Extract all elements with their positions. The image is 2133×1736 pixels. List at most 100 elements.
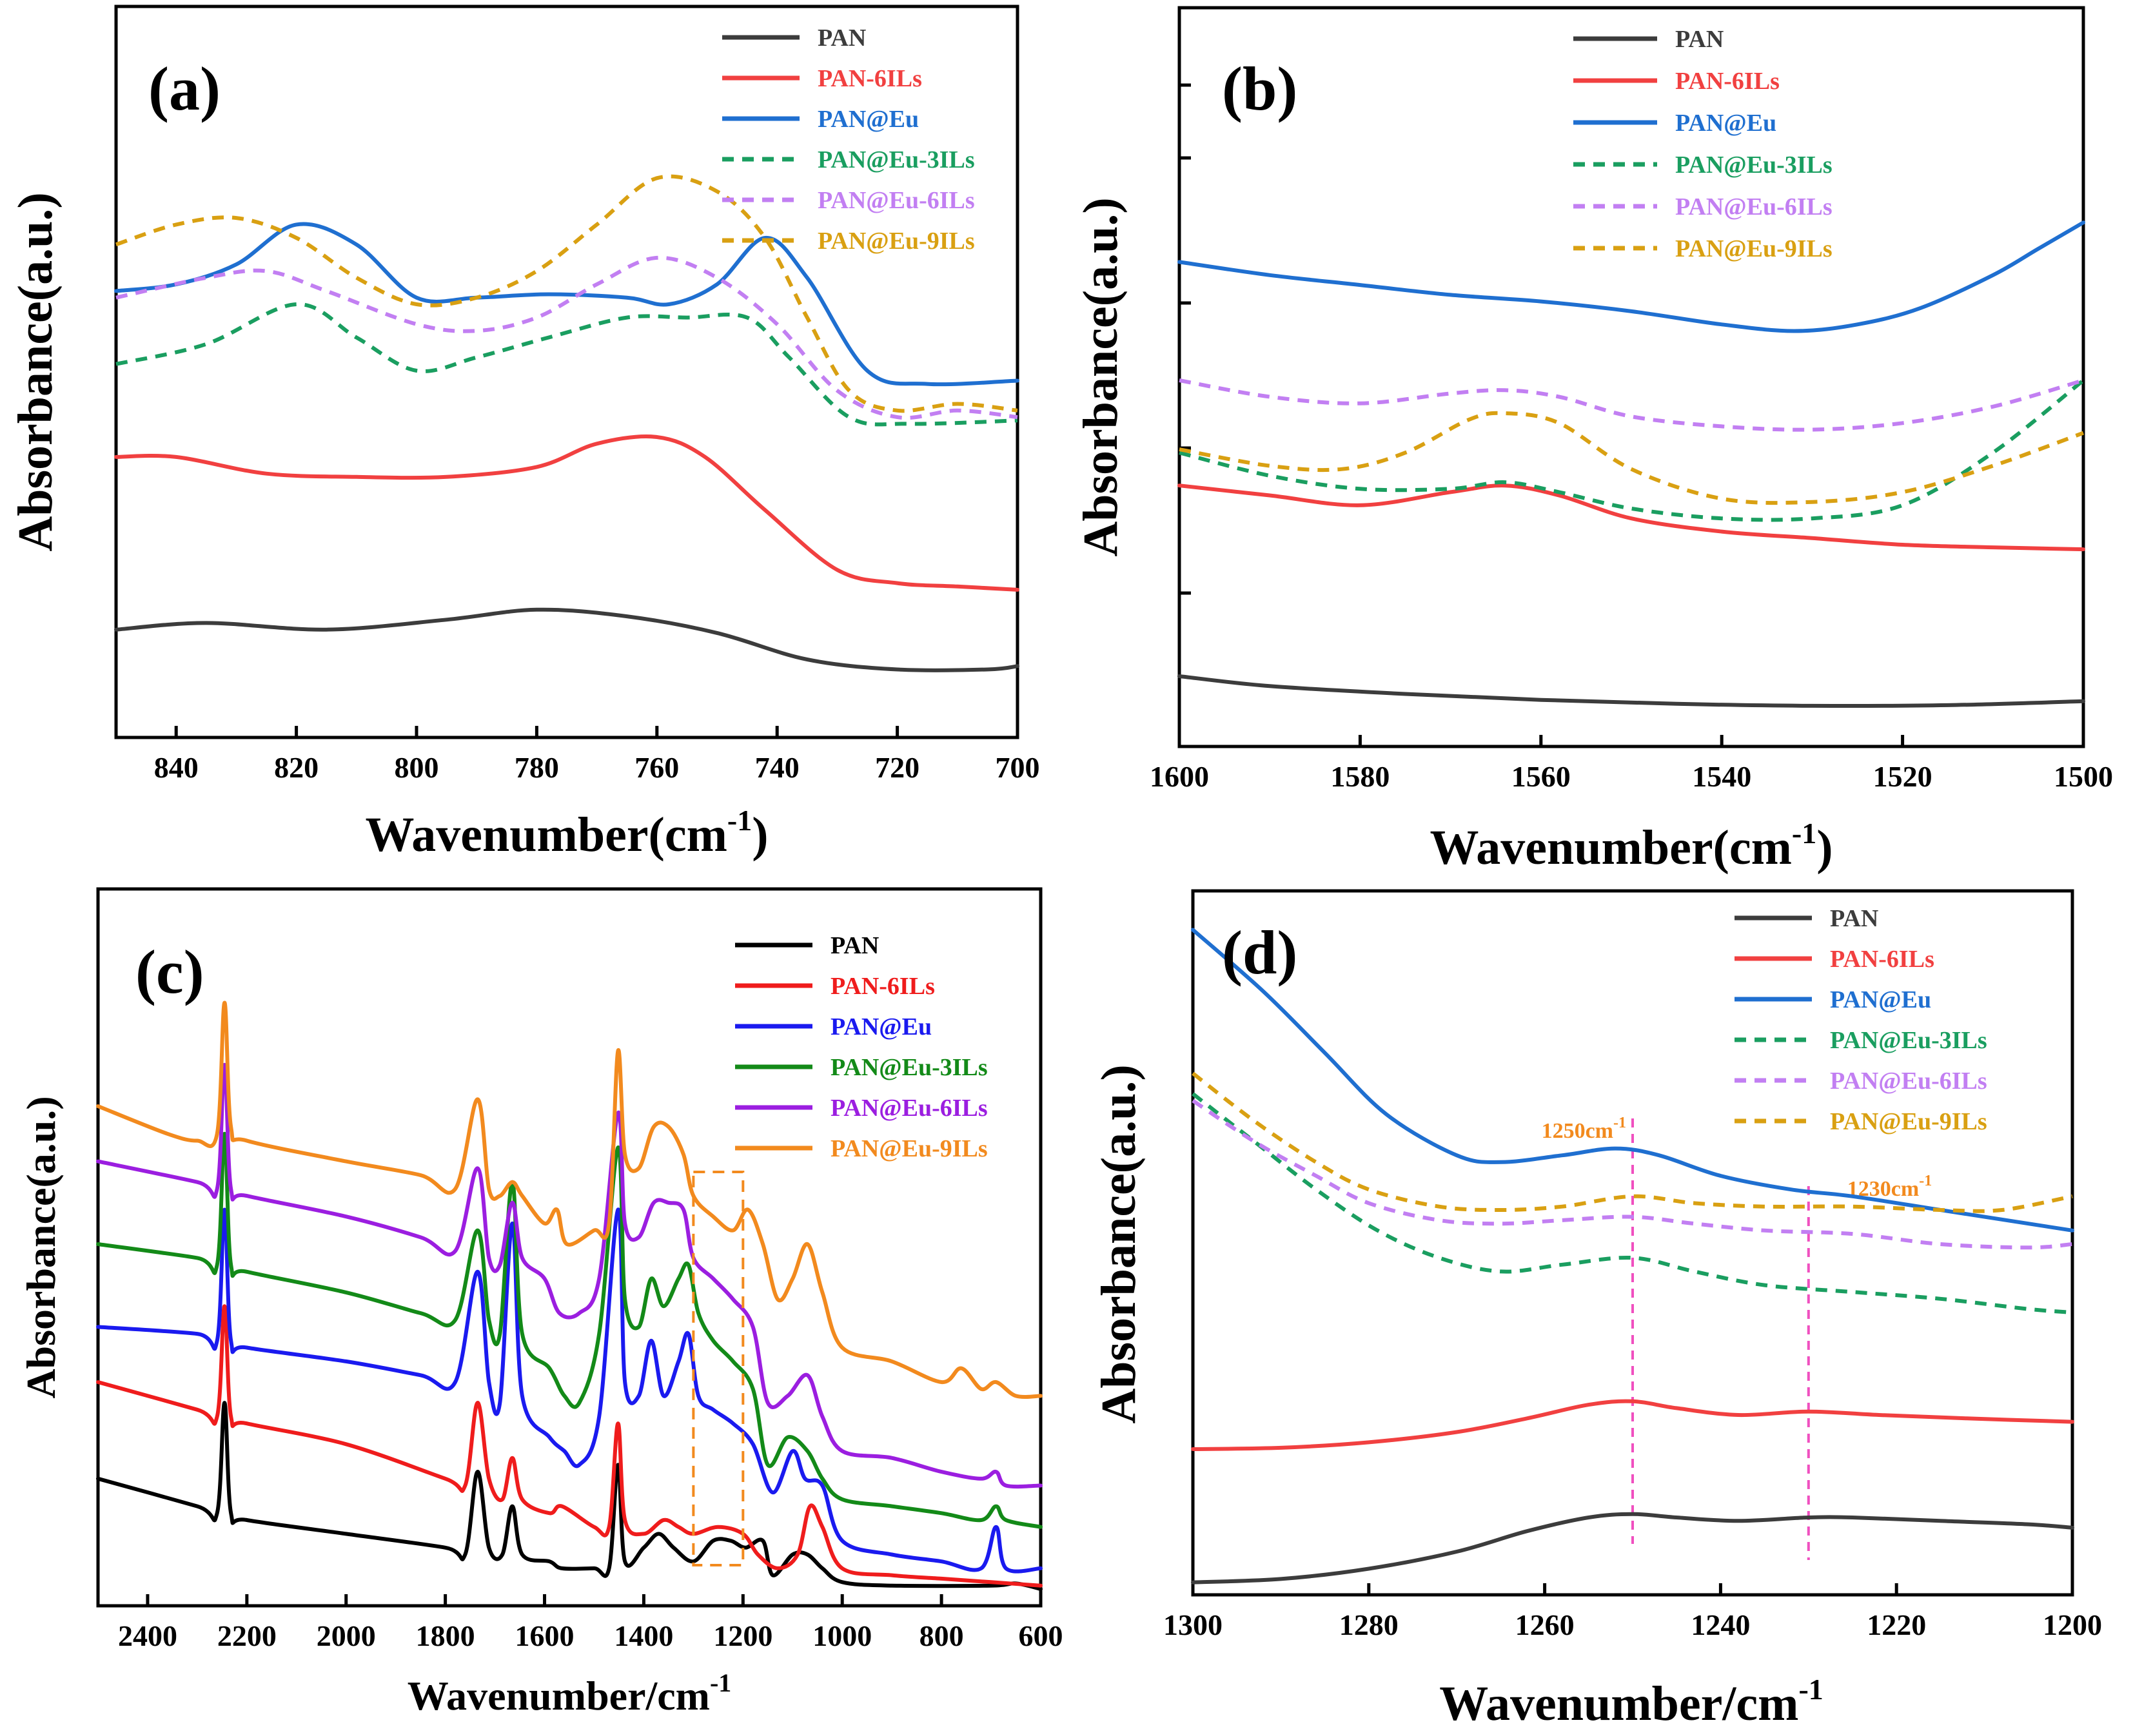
legend-label-d-pan: PAN [1830, 905, 1878, 932]
legend-label-c-pan-at-eu-9ils: PAN@Eu-9ILs [831, 1135, 988, 1162]
x-tick-label-c-2200: 2200 [217, 1619, 277, 1652]
panel-label-d: (d) [1222, 918, 1297, 987]
marker-label-1250: 1250cm-1 [1542, 1115, 1626, 1143]
x-axis-title-c: Wavenumber/cm-1 [408, 1668, 732, 1719]
y-axis-title-c: Absorbance(a.u.) [18, 1096, 64, 1398]
lines-b [1177, 220, 2085, 708]
x-tick-label-d-1280: 1280 [1339, 1608, 1399, 1641]
series-line-d-pan-6ils [1191, 1399, 2074, 1451]
series-line-b-pan-6ils [1177, 483, 2085, 552]
y-axis-title-a: Absorbance(a.u.) [8, 192, 63, 551]
x-tick-label-d-1260: 1260 [1515, 1608, 1575, 1641]
series-line-d-pan-at-eu-3ils [1192, 1092, 2073, 1314]
x-tick-label-a-700: 700 [996, 751, 1040, 784]
x-tick-label-a-720: 720 [875, 751, 919, 784]
x-tick-label-a-820: 820 [274, 751, 319, 784]
x-tick-label-b-1540: 1540 [1692, 760, 1751, 793]
legend-label-a-pan-6ils: PAN-6ILs [818, 65, 922, 92]
series-line-c-pan-at-eu-6ils [96, 1062, 1043, 1489]
legend-label-a-pan-at-eu-9ils: PAN@Eu-9ILs [818, 228, 975, 255]
legend-label-c-pan-at-eu-6ils: PAN@Eu-6ILs [831, 1095, 988, 1122]
legend-label-d-pan-at-eu: PAN@Eu [1830, 986, 1931, 1013]
series-line-d-pan-at-eu [1191, 928, 2074, 1233]
legend-label-a-pan-at-eu-6ils: PAN@Eu-6ILs [818, 187, 975, 214]
lines-c [96, 1000, 1043, 1591]
legend-d: PAN PAN-6ILs PAN@Eu PAN@Eu-3ILs PAN@Eu-6ILs P… [1735, 905, 1987, 1135]
x-axis-title-d: Wavenumber/cm-1 [1439, 1673, 1823, 1731]
x-tick-label-b-1520: 1520 [1873, 760, 1932, 793]
x-tick-label-a-780: 780 [515, 751, 559, 784]
series-line-d-pan-at-eu-6ils [1192, 1098, 2073, 1250]
x-tick-label-a-760: 760 [634, 751, 679, 784]
x-tick-label-b-1580: 1580 [1330, 760, 1390, 793]
legend-c: PAN PAN-6ILs PAN@Eu PAN@Eu-3ILs PAN@Eu-6ILs P… [735, 932, 988, 1162]
series-line-b-pan-at-eu-3ils [1179, 378, 2085, 522]
legend-label-c-pan: PAN [831, 932, 879, 959]
panel-b: 1600 1580 1560 1540 1520 1500 PAN PAN-6ILs PAN@… [1074, 6, 2113, 875]
x-tick-label-c-1400: 1400 [614, 1619, 673, 1652]
x-tick-label-d-1300: 1300 [1163, 1608, 1223, 1641]
x-tick-label-c-1800: 1800 [416, 1619, 475, 1652]
x-tick-label-c-1600: 1600 [515, 1619, 575, 1652]
y-ticks-b [1179, 83, 1191, 595]
legend-label-c-pan-6ils: PAN-6ILs [831, 973, 935, 1000]
series-line-b-pan-at-eu [1177, 220, 2085, 333]
series-line-a-pan [114, 607, 1019, 672]
series-line-b-pan-at-eu-9ils [1179, 411, 2085, 505]
x-ticks-b: 1600 1580 1560 1540 1520 1500 [1150, 735, 2113, 793]
x-tick-label-d-1220: 1220 [1867, 1608, 1926, 1641]
x-tick-label-a-740: 740 [755, 751, 800, 784]
x-tick-label-b-1600: 1600 [1150, 760, 1209, 793]
panel-label-b: (b) [1222, 54, 1297, 123]
x-tick-label-c-2000: 2000 [317, 1619, 376, 1652]
x-tick-label-c-2400: 2400 [118, 1619, 177, 1652]
series-line-a-pan-at-eu-3ils [115, 302, 1018, 427]
panel-label-a: (a) [148, 54, 221, 123]
legend-label-d-pan-at-eu-9ils: PAN@Eu-9ILs [1830, 1108, 1987, 1135]
legend-label-d-pan-at-eu-3ils: PAN@Eu-3ILs [1830, 1027, 1987, 1054]
legend-label-d-pan-at-eu-6ils: PAN@Eu-6ILs [1830, 1068, 1987, 1095]
legend-label-b-pan-at-eu-6ils: PAN@Eu-6ILs [1675, 193, 1833, 220]
x-tick-label-c-600: 600 [1019, 1619, 1063, 1652]
x-ticks-d: 1300 1280 1260 1240 1220 1200 [1163, 1583, 2102, 1641]
legend-label-a-pan-at-eu-3ils: PAN@Eu-3ILs [818, 146, 975, 173]
legend-label-b-pan-6ils: PAN-6ILs [1675, 68, 1780, 95]
x-tick-label-d-1200: 1200 [2043, 1608, 2102, 1641]
plot-frame-d [1191, 889, 2074, 1597]
plot-frame-b [1177, 6, 2085, 748]
series-line-b-pan-at-eu-6ils [1179, 378, 2084, 432]
legend-label-b-pan-at-eu-3ils: PAN@Eu-3ILs [1675, 151, 1833, 179]
x-ticks-c: 2400 2200 2000 1800 1600 1400 1200 1000 800 600 [118, 1594, 1063, 1652]
series-line-a-pan-6ils [114, 434, 1019, 592]
series-line-d-pan [1191, 1512, 2074, 1585]
x-tick-label-c-1000: 1000 [812, 1619, 872, 1652]
panel-label-c: (c) [135, 937, 204, 1006]
x-tick-label-b-1500: 1500 [2054, 760, 2113, 793]
series-line-a-pan-at-eu [114, 222, 1019, 387]
lines-d [1191, 928, 2074, 1585]
lines-a [114, 174, 1019, 672]
y-axis-title-b: Absorbance(a.u.) [1074, 197, 1128, 556]
x-tick-label-d-1240: 1240 [1691, 1608, 1750, 1641]
legend-label-c-pan-at-eu-3ils: PAN@Eu-3ILs [831, 1054, 988, 1081]
panel-c: 2400 2200 2000 1800 1600 1400 1200 1000 800 600 P… [18, 887, 1063, 1719]
series-line-a-pan-at-eu-9ils [115, 174, 1018, 413]
legend-label-b-pan-at-eu-9ils: PAN@Eu-9ILs [1675, 235, 1833, 262]
legend-label-a-pan: PAN [818, 24, 866, 52]
x-tick-label-c-1200: 1200 [713, 1619, 772, 1652]
x-tick-label-c-800: 800 [919, 1619, 964, 1652]
legend-label-c-pan-at-eu: PAN@Eu [831, 1013, 932, 1040]
series-line-c-pan-at-eu-9ils [96, 1000, 1043, 1399]
series-line-b-pan [1177, 674, 2085, 708]
series-line-a-pan-at-eu-6ils [115, 255, 1018, 420]
x-tick-label-a-840: 840 [154, 751, 199, 784]
x-tick-label-b-1560: 1560 [1511, 760, 1571, 793]
annotation-box-1250-region [692, 1171, 745, 1566]
legend-label-d-pan-6ils: PAN-6ILs [1830, 946, 1934, 973]
legend-label-b-pan-at-eu: PAN@Eu [1675, 110, 1776, 137]
legend-label-a-pan-at-eu: PAN@Eu [818, 106, 919, 133]
x-ticks-a: 840 820 800 780 760 740 720 700 [154, 726, 1040, 784]
plot-frame-c [96, 887, 1043, 1608]
series-line-c-pan-at-eu-3ils [96, 1131, 1043, 1529]
